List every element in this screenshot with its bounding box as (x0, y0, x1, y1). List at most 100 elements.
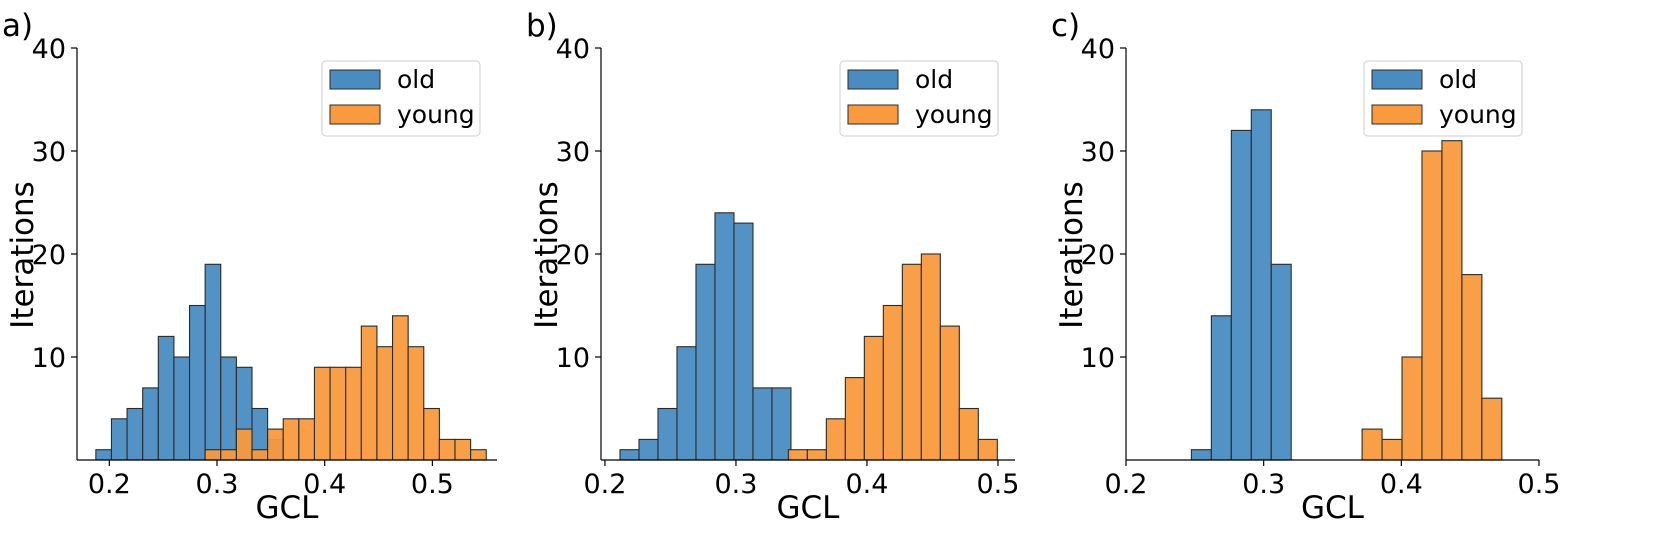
bar-young-14 (423, 407, 440, 461)
bar-old-5 (714, 212, 735, 461)
bar-old-0 (1190, 449, 1212, 461)
bar-young-4 (1441, 140, 1463, 461)
x-axis-label: GCL (1301, 490, 1365, 526)
panel-label: b) (526, 8, 558, 44)
bar-old-0 (619, 449, 640, 461)
y-axis-label: Iterations (529, 181, 565, 329)
legend-swatch-young (329, 104, 381, 125)
bar-old-3 (142, 387, 159, 461)
legend-swatch-young (847, 104, 899, 125)
bar-young-1 (806, 449, 827, 461)
bar-old-2 (657, 407, 678, 461)
bar-young-6 (901, 263, 922, 461)
bar-old-3 (676, 346, 697, 461)
panel-1: 10 20 30 40 0.2 0.3 0.4 0.5 GCL Iterations a) old yo… (2, 8, 497, 526)
bar-young-9 (345, 366, 362, 461)
bar-young-0 (1361, 428, 1383, 461)
bar-young-1 (1381, 438, 1403, 461)
legend-label-old: old (1439, 65, 1477, 94)
bar-old-0 (95, 449, 113, 461)
bar-young-11 (376, 346, 394, 461)
bar-old-3 (1250, 109, 1272, 461)
y-tick-label: 40 (1081, 34, 1115, 65)
legend-label-young: young (915, 100, 993, 129)
x-tick-label: 0.4 (845, 469, 888, 500)
series-young (1361, 140, 1503, 461)
legend: old young (321, 60, 481, 137)
bar-young-2 (1401, 356, 1423, 461)
y-tick-label: 30 (32, 137, 66, 168)
y-tick-label: 20 (1081, 240, 1115, 271)
x-tick-label: 0.2 (583, 469, 626, 500)
x-tick-label: 0.5 (411, 469, 454, 500)
x-tick-label: 0.3 (714, 469, 757, 500)
legend-swatch-young (1371, 104, 1423, 125)
legend: old young (839, 60, 999, 137)
series-old (1190, 109, 1292, 461)
legend-label-old: old (915, 65, 953, 94)
x-tick-label: 0.3 (196, 469, 239, 500)
bar-young-6 (298, 418, 316, 461)
legend-swatch-old (847, 69, 899, 90)
bar-young-4 (267, 428, 284, 461)
bar-young-5 (282, 418, 300, 461)
panel-2: 10 20 30 40 0.2 0.3 0.4 0.5 GCL Iterations b) old yo… (526, 8, 1019, 526)
bar-young-5 (882, 304, 903, 461)
x-tick-label: 0.5 (976, 469, 1019, 500)
x-tick-label: 0.5 (1518, 469, 1561, 500)
bar-old-1 (1210, 315, 1232, 461)
series-young (787, 253, 998, 461)
legend-swatch-old (1371, 69, 1423, 90)
bar-old-4 (157, 335, 175, 461)
bar-young-6 (1481, 397, 1503, 461)
bar-old-7 (204, 263, 222, 461)
bar-young-4 (863, 335, 884, 461)
y-tick-label: 20 (556, 240, 590, 271)
x-axis-label: GCL (777, 490, 841, 526)
bar-young-3 (844, 377, 865, 461)
y-tick-label: 30 (1081, 137, 1115, 168)
legend-label-young: young (397, 100, 475, 129)
legend: old young (1363, 60, 1523, 137)
x-tick-label: 0.3 (1242, 469, 1285, 500)
bar-old-1 (638, 438, 659, 461)
bar-old-6 (188, 304, 206, 461)
panel-label: c) (1051, 8, 1080, 44)
series-old (95, 263, 284, 461)
y-axis-label: Iterations (1054, 181, 1090, 329)
y-tick-label: 40 (556, 34, 590, 65)
bar-young-1 (220, 449, 237, 461)
x-tick-label: 0.2 (88, 469, 131, 500)
y-axis-label: Iterations (5, 181, 41, 329)
bar-old-1 (110, 418, 128, 461)
bar-young-2 (235, 428, 253, 461)
bar-young-10 (977, 438, 998, 461)
bar-young-17 (470, 449, 487, 461)
series-old (619, 212, 792, 461)
bar-young-2 (825, 418, 846, 461)
bar-old-8 (220, 356, 237, 461)
bar-young-0 (204, 449, 222, 461)
bar-young-9 (958, 407, 979, 461)
bar-young-16 (454, 438, 472, 461)
bar-old-6 (733, 222, 754, 461)
y-tick-label: 10 (556, 343, 590, 374)
legend-label-young: young (1439, 100, 1517, 129)
bar-young-12 (391, 315, 409, 461)
bar-young-5 (1461, 274, 1483, 461)
bar-young-7 (920, 253, 941, 461)
bar-young-15 (438, 438, 456, 461)
panel-label: a) (2, 8, 33, 44)
y-tick-label: 20 (32, 240, 66, 271)
bar-young-0 (787, 449, 808, 461)
x-tick-label: 0.4 (1380, 469, 1423, 500)
y-tick-label: 10 (32, 343, 66, 374)
x-tick-label: 0.2 (1105, 469, 1148, 500)
bar-young-8 (329, 366, 347, 461)
panel-3: 10 20 30 40 0.2 0.3 0.4 0.5 GCL Iterations c) old yo… (1051, 8, 1560, 526)
bar-old-7 (752, 387, 773, 461)
bar-young-7 (313, 366, 331, 461)
bar-old-2 (126, 407, 144, 461)
x-axis-label: GCL (256, 490, 320, 526)
